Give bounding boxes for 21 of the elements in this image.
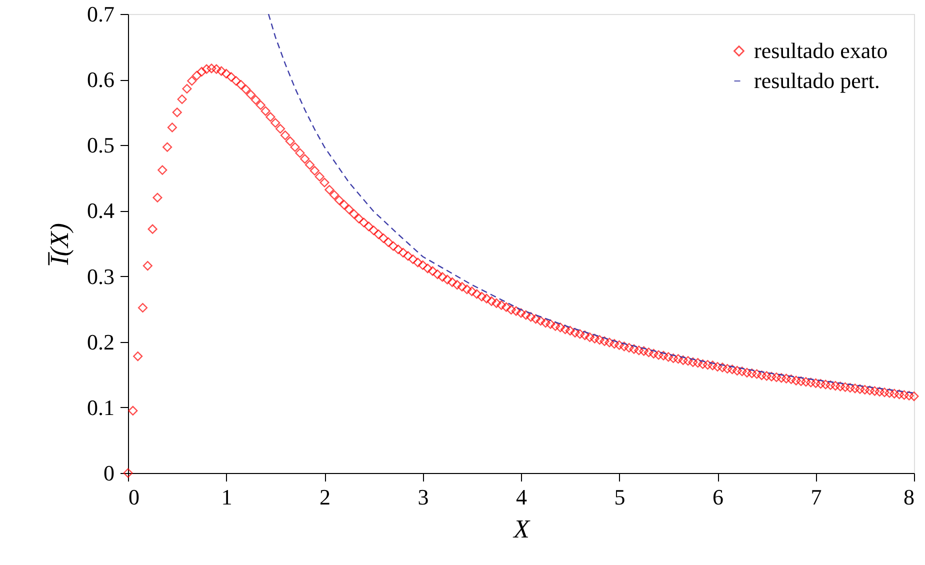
- y-tick-label: 0.5: [87, 132, 114, 158]
- x-axis-title: X: [512, 514, 531, 544]
- y-tick-label: 0.1: [87, 394, 114, 420]
- x-tick-label: 7: [810, 484, 822, 510]
- legend-label: resultado exato: [754, 38, 888, 63]
- x-tick-label: 8: [904, 484, 914, 510]
- x-tick-label: 3: [418, 484, 429, 510]
- legend-label: resultado pert.: [754, 68, 880, 93]
- y-tick-label: 0.4: [87, 198, 114, 224]
- y-tick-label: 0.7: [87, 2, 114, 26]
- x-tick-label: 0: [128, 484, 140, 510]
- y-axis-title: I̅(X): [45, 223, 74, 266]
- x-tick-label: 4: [516, 484, 527, 510]
- y-tick-label: 0.3: [87, 264, 114, 289]
- y-tick-label: 0.2: [87, 329, 114, 354]
- x-tick-label: 2: [320, 484, 330, 510]
- x-tick-label: 5: [614, 484, 626, 510]
- y-tick-label: 0: [104, 460, 114, 486]
- x-tick-label: 1: [221, 484, 232, 510]
- y-tick-label: 0.6: [87, 67, 114, 92]
- x-tick-label: 6: [712, 484, 724, 510]
